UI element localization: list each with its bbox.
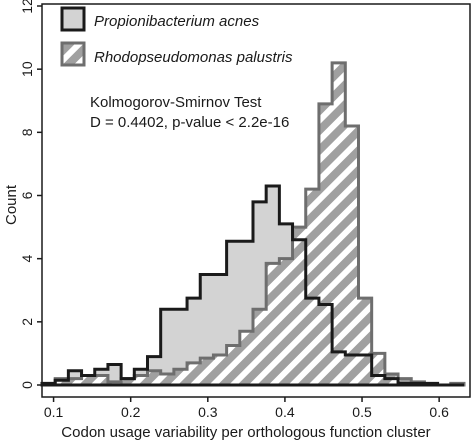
y-tick-label: 6 bbox=[19, 191, 35, 199]
y-tick-label: 2 bbox=[19, 318, 35, 326]
x-tick-label: 0.4 bbox=[275, 404, 295, 420]
x-tick-label: 0.2 bbox=[121, 404, 141, 420]
legend-swatch-propionibacterium bbox=[60, 6, 86, 32]
y-axis-label: Count bbox=[3, 184, 20, 225]
x-tick-label: 0.6 bbox=[429, 404, 449, 420]
x-axis-label: Codon usage variability per orthologous … bbox=[61, 424, 430, 441]
y-tick-label: 8 bbox=[19, 128, 35, 136]
y-tick-label: 12 bbox=[19, 0, 35, 14]
legend-label-rhodopseudomonas: Rhodopseudomonas palustris bbox=[94, 49, 293, 66]
y-tick-label: 4 bbox=[19, 255, 35, 263]
legend-label-propionibacterium: Propionibacterium acnes bbox=[94, 13, 260, 30]
legend: Propionibacterium acnes Rhodopseudomonas… bbox=[60, 6, 293, 67]
x-tick-label: 0.5 bbox=[352, 404, 372, 420]
x-tick-label: 0.3 bbox=[198, 404, 218, 420]
histogram-propionibacterium-outline bbox=[40, 184, 464, 387]
axes-layer: 0 2 4 6 8 10 12 0.1 0.2 0.3 0.4 0.5 0.6 bbox=[19, 0, 471, 420]
legend-swatch-rhodopseudomonas bbox=[60, 41, 86, 67]
series-layer bbox=[40, 61, 466, 387]
plot-frame bbox=[41, 3, 471, 398]
annotation-line-1: Kolmogorov-Smirnov Test bbox=[90, 94, 262, 111]
ks-test-annotation: Kolmogorov-Smirnov Test D = 0.4402, p-va… bbox=[90, 94, 289, 131]
x-tick-label: 0.1 bbox=[44, 404, 64, 420]
annotation-line-2: D = 0.4402, p-value < 2.2e-16 bbox=[90, 114, 289, 131]
y-tick-label: 0 bbox=[19, 381, 35, 389]
y-tick-label: 10 bbox=[19, 61, 35, 77]
histogram-propionibacterium-fill bbox=[42, 186, 464, 385]
